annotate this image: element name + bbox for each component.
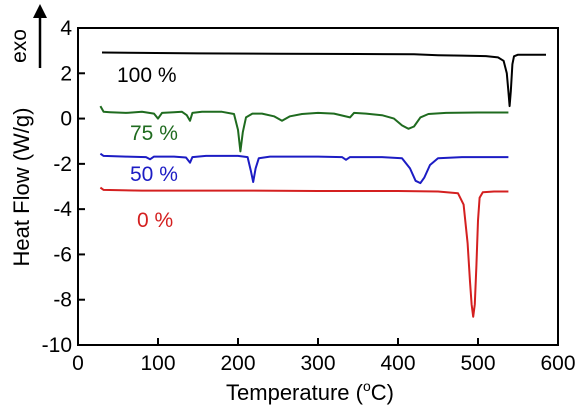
series-label-2: 50 %	[130, 163, 178, 186]
x-axis-title: Temperature (oC)	[226, 378, 394, 405]
y-tick-label: 0	[60, 108, 72, 131]
series-line-3	[99, 186, 509, 318]
y-tick-label: 2	[60, 62, 72, 85]
x-axis-title-prefix: Temperature (	[226, 380, 364, 405]
series-line-2	[99, 152, 509, 185]
y-tick-label: -4	[53, 198, 72, 221]
y-axis: 4 2 0 -2 -4 -6 -8 -10	[42, 17, 85, 357]
x-tick-label: 400	[380, 352, 415, 375]
x-axis-title-sup: o	[363, 378, 371, 394]
y-tick-label: 4	[60, 17, 72, 40]
y-axis-title: Heat Flow (W/g)	[9, 108, 34, 267]
x-tick-label: 200	[220, 352, 255, 375]
x-tick-label: 500	[460, 352, 495, 375]
plot-area	[99, 51, 546, 318]
series-label-3: 0 %	[137, 209, 173, 232]
series-line-1	[99, 105, 509, 153]
exo-indicator: exo	[8, 4, 47, 68]
y-tick-label: -2	[53, 153, 72, 176]
exo-label: exo	[8, 29, 31, 63]
x-axis: 0 100 200 300 400 500 600	[72, 338, 576, 375]
y-tick-label: -8	[53, 289, 72, 312]
y-tick-label: -10	[42, 334, 72, 357]
x-axis-title-suffix: C)	[371, 380, 394, 405]
series-labels: 100 % 75 % 50 % 0 %	[117, 64, 178, 232]
exo-arrow-head	[33, 4, 47, 18]
x-tick-label: 600	[540, 352, 575, 375]
series-label-1: 75 %	[130, 122, 178, 145]
x-tick-label: 100	[140, 352, 175, 375]
y-tick-label: -6	[53, 243, 72, 266]
series-label-0: 100 %	[117, 64, 177, 87]
series-line-0	[101, 51, 546, 108]
x-tick-label: 300	[300, 352, 335, 375]
x-tick-label: 0	[72, 352, 84, 375]
